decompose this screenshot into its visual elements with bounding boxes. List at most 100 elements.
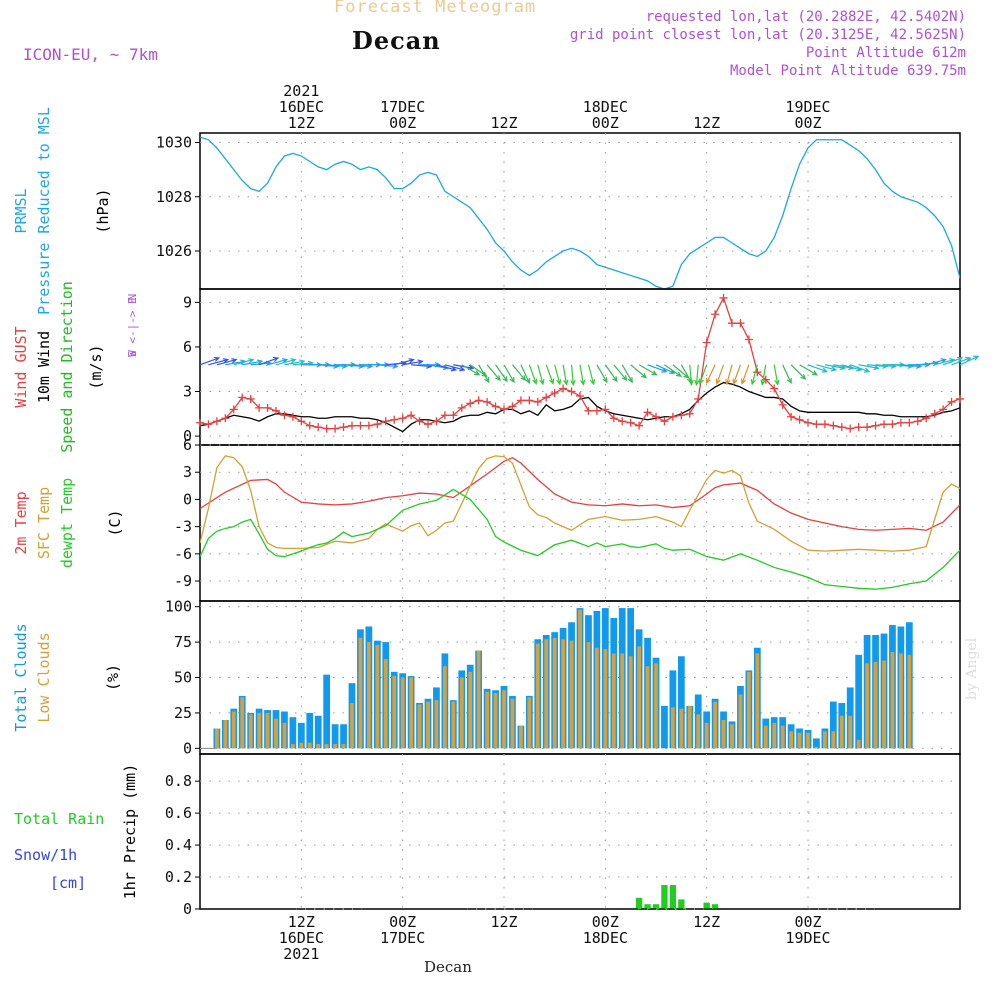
low-cloud-bar bbox=[299, 742, 304, 749]
gust-marker bbox=[930, 409, 939, 418]
panel-frame bbox=[199, 753, 961, 910]
wind-arrow bbox=[715, 364, 725, 385]
gust-marker bbox=[508, 402, 517, 411]
wind-arrow bbox=[520, 364, 531, 385]
y-axis-label: Total Clouds bbox=[12, 623, 30, 731]
low-cloud-bar bbox=[333, 744, 338, 749]
low-cloud-bar bbox=[240, 697, 245, 749]
gust-marker bbox=[364, 421, 373, 430]
y-tick-label: 0.4 bbox=[165, 836, 192, 854]
gust-marker bbox=[466, 399, 475, 408]
top-time-label: 16DEC bbox=[279, 98, 324, 116]
gust-marker bbox=[440, 411, 449, 420]
wind-arrow bbox=[596, 364, 608, 384]
precip-legend-label: Snow/1h bbox=[14, 846, 77, 864]
panel-3 bbox=[195, 600, 961, 755]
top-time-label: 12Z bbox=[288, 114, 315, 132]
wind-arrow bbox=[478, 364, 490, 384]
low-cloud-bar bbox=[502, 690, 506, 749]
low-cloud-bar bbox=[822, 731, 827, 749]
gust-marker bbox=[618, 417, 627, 426]
compass-west-east: W <-|-> E bbox=[126, 297, 139, 357]
y-axis-label: (m/s) bbox=[87, 344, 105, 389]
gust-marker bbox=[255, 403, 264, 412]
wind-arrow bbox=[850, 364, 871, 373]
gust-marker bbox=[305, 421, 314, 430]
rain-bar bbox=[678, 899, 685, 909]
low-cloud-bar bbox=[848, 715, 853, 749]
gust-marker bbox=[956, 394, 964, 403]
series-line bbox=[200, 455, 960, 552]
wind-arrow bbox=[208, 358, 230, 366]
gust-marker bbox=[449, 411, 458, 420]
low-cloud-bar bbox=[763, 725, 768, 749]
bottom-time-label: 00Z bbox=[389, 913, 416, 931]
wind-arrow bbox=[740, 364, 750, 385]
y-axis-label: Low Clouds bbox=[35, 632, 53, 722]
gust-marker bbox=[272, 406, 280, 415]
y-tick-label: 0 bbox=[183, 490, 192, 508]
wind-arrow bbox=[790, 364, 807, 380]
low-cloud-bar bbox=[552, 637, 557, 749]
low-cloud-bar bbox=[856, 739, 861, 749]
gust-marker bbox=[424, 420, 432, 429]
low-cloud-bar bbox=[746, 671, 751, 749]
wind-arrow bbox=[233, 358, 255, 366]
rain-bar bbox=[652, 904, 660, 909]
low-cloud-bar bbox=[772, 722, 777, 749]
wind-arrow bbox=[216, 358, 238, 366]
gust-marker bbox=[778, 400, 787, 409]
low-cloud-bar bbox=[451, 701, 456, 749]
wind-arrow bbox=[959, 355, 980, 366]
gust-marker bbox=[795, 415, 804, 424]
low-cloud-bar bbox=[578, 609, 582, 749]
low-cloud-bar bbox=[468, 671, 473, 749]
y-tick-label: 100 bbox=[165, 598, 192, 616]
wind-arrow bbox=[554, 364, 562, 386]
model-point-altitude: Model Point Altitude 639.75m bbox=[729, 63, 966, 79]
low-cloud-bar bbox=[713, 701, 718, 749]
gust-marker bbox=[407, 411, 416, 420]
rain-bar bbox=[711, 904, 719, 909]
wind-arrow bbox=[773, 364, 780, 386]
bottom-time-label: 12Z bbox=[490, 913, 517, 931]
low-cloud-bar bbox=[400, 677, 405, 749]
low-cloud-bar bbox=[265, 712, 270, 749]
gust-marker bbox=[297, 417, 306, 426]
low-cloud-bar bbox=[324, 744, 329, 749]
gust-marker bbox=[609, 414, 618, 423]
gust-marker bbox=[702, 338, 711, 347]
wind-arrow bbox=[688, 364, 694, 387]
low-cloud-bar bbox=[670, 707, 675, 749]
total-cloud-bar bbox=[323, 674, 331, 749]
gust-marker bbox=[820, 420, 829, 429]
low-cloud-bar bbox=[434, 700, 439, 749]
low-cloud-bar bbox=[459, 677, 464, 749]
low-cloud-bar bbox=[544, 639, 549, 749]
y-tick-label: 75 bbox=[174, 633, 192, 651]
low-cloud-bar bbox=[442, 666, 447, 749]
series-line bbox=[200, 456, 960, 531]
gust-marker bbox=[804, 418, 812, 427]
low-cloud-bar bbox=[392, 676, 397, 749]
gust-marker bbox=[196, 418, 204, 427]
low-cloud-bar bbox=[417, 704, 422, 749]
wind-arrow bbox=[816, 364, 838, 372]
low-cloud-bar bbox=[366, 642, 371, 749]
wind-arrow bbox=[705, 364, 716, 385]
low-cloud-bar bbox=[307, 742, 312, 749]
gust-marker bbox=[280, 411, 289, 420]
top-time-label: 17DEC bbox=[380, 98, 425, 116]
panel-0 bbox=[195, 132, 961, 290]
wind-arrow bbox=[799, 364, 819, 376]
gust-marker bbox=[415, 417, 424, 426]
gust-marker bbox=[559, 384, 568, 393]
wind-arrow bbox=[732, 364, 742, 385]
y-tick-label: 0 bbox=[183, 900, 192, 918]
gust-marker bbox=[516, 396, 525, 405]
low-cloud-bar bbox=[730, 724, 734, 749]
total-cloud-bar bbox=[314, 715, 322, 749]
gust-marker bbox=[896, 418, 905, 427]
y-axis-label: (hPa) bbox=[94, 188, 112, 233]
requested-coords: requested lon,lat (20.2882E, 42.5402N) bbox=[645, 9, 966, 25]
